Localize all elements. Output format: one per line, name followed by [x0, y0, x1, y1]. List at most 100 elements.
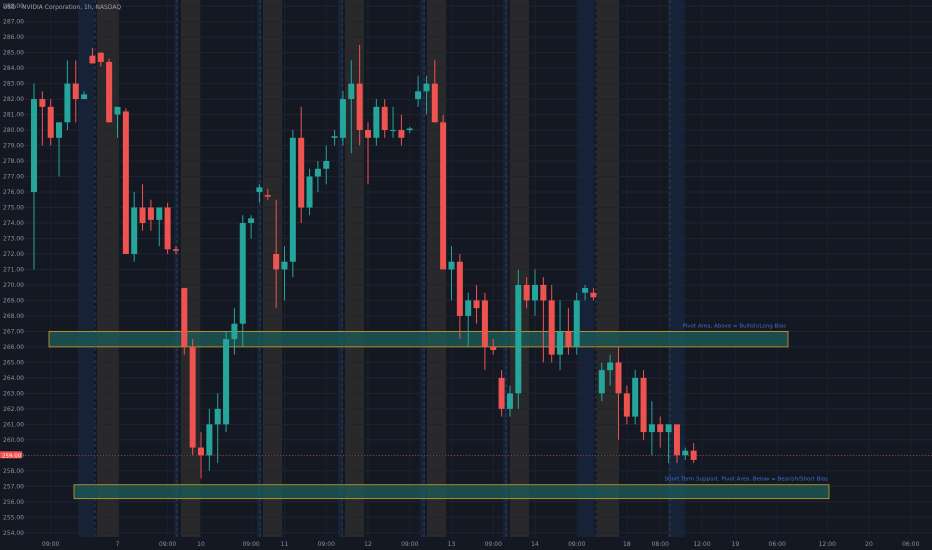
last-price-marker: 259.00	[0, 451, 22, 459]
candle-body	[632, 377, 639, 417]
x-tick-label: 10	[197, 541, 205, 548]
candle	[339, 91, 346, 146]
y-tick-label: 284.00	[3, 65, 24, 72]
candle	[31, 83, 37, 270]
candle-body	[490, 346, 497, 350]
x-tick-label: 09:00	[318, 541, 335, 548]
candle-body	[122, 111, 129, 254]
candle	[390, 106, 397, 138]
candle-body	[590, 292, 597, 298]
y-tick-label: 256.00	[3, 499, 24, 506]
chart-title: NVIDIA Corporation, 1h, NASDAQ	[22, 4, 121, 11]
candle-body	[31, 99, 37, 193]
candle	[189, 339, 196, 456]
session-backgrounds	[78, 0, 685, 537]
candle	[448, 246, 455, 301]
candle-body	[557, 331, 564, 355]
candle-body	[47, 106, 54, 138]
grid-lines	[19, 0, 932, 537]
candle-body	[390, 130, 397, 132]
candle	[365, 122, 371, 185]
candle	[573, 292, 580, 355]
candle	[465, 292, 472, 347]
candle	[540, 277, 547, 363]
candle-body	[690, 450, 697, 460]
y-tick-label: 278.00	[3, 158, 24, 165]
candle	[239, 215, 246, 347]
candle	[607, 354, 614, 386]
candle	[164, 202, 171, 254]
y-tick-label: 279.00	[3, 143, 24, 150]
candle	[156, 207, 163, 247]
candle-body	[298, 137, 305, 208]
candle	[406, 126, 413, 134]
y-tick-label: 265.00	[3, 359, 24, 366]
candle	[431, 60, 438, 123]
x-axis[interactable]: 09:00 7 09:00 10 09:00 11 09:00 12 09:00 13 09:00 1…	[0, 537, 932, 550]
candle	[81, 91, 88, 100]
candle	[498, 370, 505, 417]
candle-body	[72, 83, 79, 100]
y-tick-label: 275.00	[3, 204, 24, 211]
y-tick-label: 263.00	[3, 390, 24, 397]
candle-body	[181, 288, 188, 347]
session-band	[503, 0, 508, 537]
candle	[532, 269, 538, 316]
candle	[373, 99, 380, 146]
candle	[223, 331, 230, 433]
x-tick-label: 18	[623, 541, 631, 548]
candle	[582, 284, 589, 301]
candle	[348, 60, 355, 154]
y-tick-label: 254.00	[3, 530, 24, 537]
candle	[331, 130, 338, 146]
currency-label: USD	[3, 4, 16, 11]
candle	[323, 145, 330, 185]
candle-body	[598, 370, 605, 394]
candle	[356, 44, 363, 146]
candle	[231, 308, 238, 355]
candle-body	[106, 61, 113, 123]
candle	[298, 106, 305, 223]
candle	[147, 199, 154, 231]
candle-body	[56, 122, 63, 138]
y-axis[interactable]: 254.00 255.00 256.00 257.00 258.00 259.00 260.…	[3, 3, 24, 537]
candle-body	[640, 377, 647, 433]
candle	[256, 184, 263, 203]
candle-body	[189, 346, 196, 448]
y-tick-label: 270.00	[3, 282, 24, 289]
x-tick-label: 19	[732, 541, 740, 548]
candle	[172, 246, 179, 254]
y-tick-label: 286.00	[3, 34, 24, 41]
x-tick-label: 13	[448, 541, 456, 548]
candle	[415, 75, 422, 107]
session-band	[263, 0, 282, 537]
y-tick-label: 273.00	[3, 235, 24, 242]
candle-body	[314, 168, 321, 177]
session-band	[420, 0, 425, 537]
candle-body	[339, 99, 346, 138]
session-band	[174, 0, 178, 537]
candle-body	[406, 128, 413, 131]
candle	[64, 60, 71, 131]
candle	[114, 106, 121, 138]
candle	[289, 130, 296, 278]
candle-body	[540, 284, 547, 301]
candle-body	[214, 408, 221, 425]
y-tick-label: 264.00	[3, 375, 24, 382]
candle-body	[39, 99, 46, 107]
candle-body	[498, 377, 505, 409]
session-band	[97, 0, 119, 537]
candle	[590, 288, 597, 301]
y-tick-label: 283.00	[3, 81, 24, 88]
candle	[139, 184, 146, 231]
candle-body	[256, 187, 263, 193]
session-band	[578, 0, 594, 537]
candle	[682, 447, 689, 460]
candle-body	[431, 83, 438, 123]
candle-body	[97, 52, 104, 62]
candle-body	[523, 284, 530, 301]
y-tick-label: 281.00	[3, 112, 24, 119]
y-tick-label: 266.00	[3, 344, 24, 351]
x-tick-label: 12:00	[819, 541, 836, 548]
